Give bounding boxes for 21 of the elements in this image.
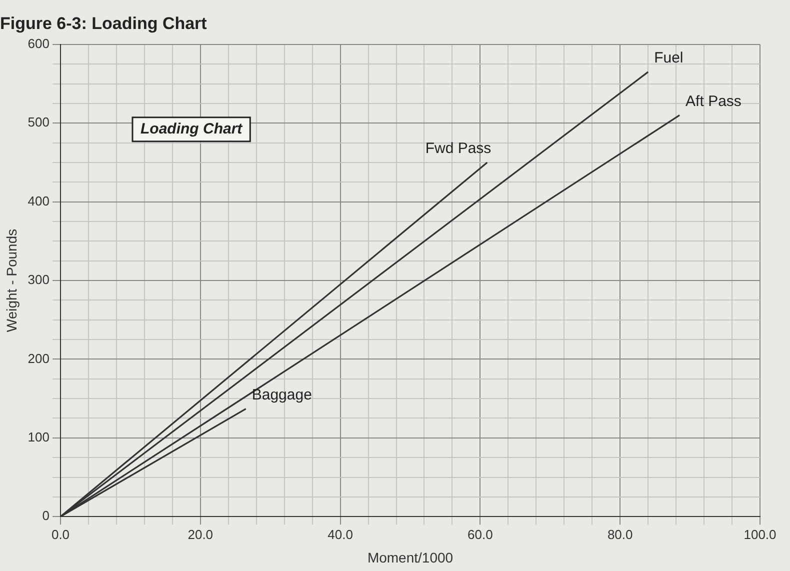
y-tick-label: 100 — [28, 429, 50, 444]
annotation: Loading Chart — [140, 120, 244, 138]
x-axis-title: Moment/1000 — [367, 549, 454, 566]
x-tick-label: 40.0 — [328, 526, 353, 542]
series-label: Fuel — [654, 50, 684, 67]
y-tick-label: 200 — [28, 350, 50, 366]
series-label: Baggage — [252, 386, 312, 404]
series-label: Fwd Pass — [425, 140, 492, 158]
x-tick-label: 0.0 — [51, 526, 70, 542]
y-axis-title: Weight - Pounds — [3, 228, 20, 332]
y-tick-label: 600 — [28, 36, 50, 51]
y-tick-label: 300 — [28, 272, 50, 288]
x-tick-label: 20.0 — [188, 526, 214, 542]
y-tick-label: 500 — [28, 114, 50, 130]
x-tick-label: 80.0 — [607, 526, 633, 542]
y-tick-label: 400 — [28, 193, 50, 208]
series-label: Aft Pass — [686, 92, 742, 110]
x-tick-label: 60.0 — [468, 526, 493, 542]
x-tick-label: 100.0 — [744, 526, 776, 542]
y-tick-label: 0 — [42, 508, 50, 524]
chart-title: Figure 6-3: Loading Chart — [0, 14, 208, 33]
